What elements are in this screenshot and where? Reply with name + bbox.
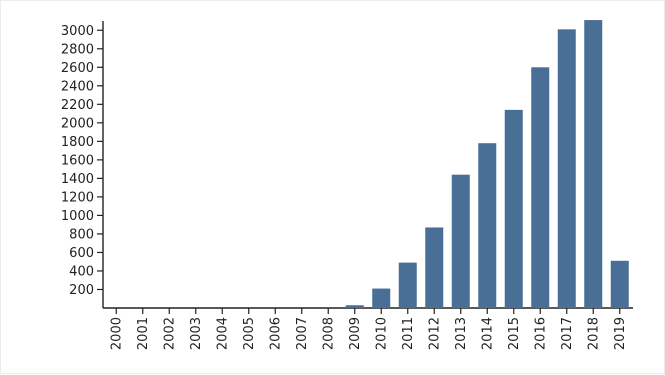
y-tick-label: 1800 (61, 135, 94, 150)
x-tick-label: 2008 (321, 317, 336, 350)
bar-2016 (531, 67, 550, 309)
x-tick-label: 2004 (215, 317, 230, 350)
y-tick-label: 3000 (61, 24, 94, 39)
bars (345, 20, 629, 309)
bar-2019 (610, 260, 629, 308)
x-tick-label: 2011 (401, 317, 416, 350)
y-tick-label: 2200 (61, 98, 94, 113)
y-tick-label: 200 (69, 283, 94, 298)
bar-2015 (504, 109, 523, 309)
x-tick-label: 2002 (162, 317, 177, 350)
bar-2014 (478, 143, 497, 308)
bar-2013 (451, 174, 470, 308)
y-tick-label: 1000 (61, 209, 94, 224)
y-tick-label: 1600 (61, 153, 94, 168)
y-tick-label: 1200 (61, 190, 94, 205)
x-tick-label: 2013 (454, 317, 469, 350)
y-tick-label: 400 (69, 264, 94, 279)
y-tick-label: 800 (69, 227, 94, 242)
x-tick-label: 2018 (586, 317, 601, 350)
bar-2017 (557, 29, 576, 309)
bar-2010 (372, 288, 391, 308)
x-tick-label: 2016 (533, 317, 548, 350)
y-tick-label: 600 (69, 246, 94, 261)
x-tick-label: 2006 (268, 317, 283, 350)
y-tick-label: 2000 (61, 116, 94, 131)
y-tick-label: 2800 (61, 42, 94, 57)
x-tick-label: 2007 (295, 317, 310, 350)
x-tick-label: 2017 (560, 317, 575, 350)
x-axis: 2000 2001 2002 2003 2004 2005 2006 2007 2008 2009… (103, 307, 633, 350)
y-tick-label: 1400 (61, 172, 94, 187)
x-tick-label: 2019 (613, 317, 628, 350)
y-axis: 200 400 600 800 1000 1200 1400 1600 1800 2000 2200… (61, 21, 104, 308)
x-tick-label: 2005 (242, 317, 257, 350)
y-tick-label: 2400 (61, 79, 94, 94)
y-tick-label: 2600 (61, 61, 94, 76)
bar-2009 (345, 305, 364, 308)
bar-2011 (398, 262, 417, 308)
x-tick-label: 2003 (189, 317, 204, 350)
x-tick-label: 2009 (348, 317, 363, 350)
x-tick-label: 2000 (109, 317, 124, 350)
bar-2018 (584, 20, 603, 309)
x-tick-label: 2001 (136, 317, 151, 350)
x-tick-label: 2012 (427, 317, 442, 350)
x-tick-label: 2014 (480, 317, 495, 350)
x-tick-label: 2015 (507, 317, 522, 350)
x-tick-label: 2010 (374, 317, 389, 350)
bar-2012 (425, 227, 444, 308)
